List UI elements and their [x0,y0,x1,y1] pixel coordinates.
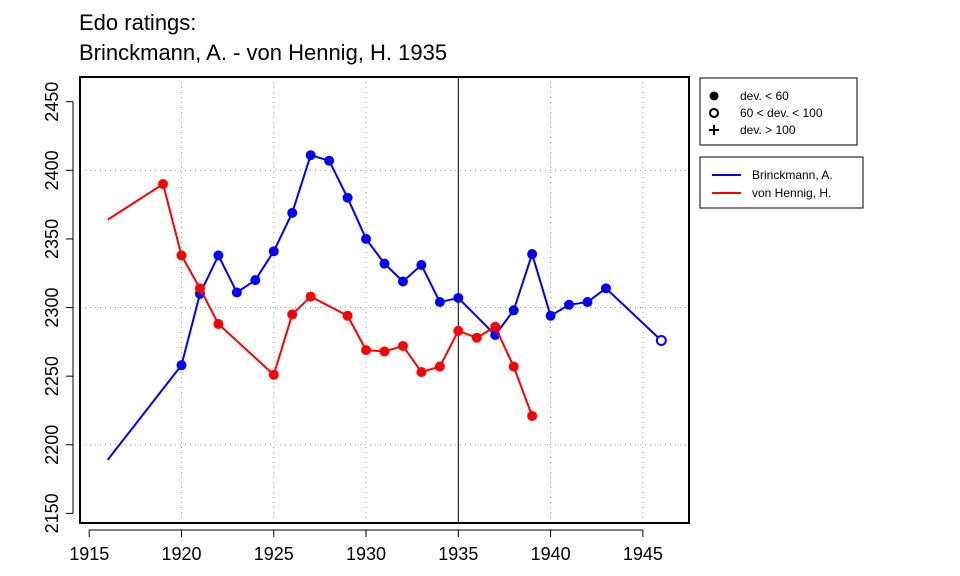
data-point [471,332,482,343]
y-tick-label: 2350 [42,219,62,259]
y-tick-label: 2200 [42,425,62,465]
data-point-open [655,334,667,346]
y-tick-label: 2400 [42,150,62,190]
deviation-legend-label: dev. < 60 [740,89,789,103]
data-point [287,207,298,218]
legend-series-label: von Hennig, H. [752,186,831,200]
series-2 [107,179,538,421]
x-tick-label: 1935 [438,544,478,564]
data-point [305,291,316,302]
data-point [287,309,298,320]
x-tick-label: 1945 [623,544,663,564]
data-point [250,275,261,286]
data-point [231,287,242,298]
deviation-legend-label: dev. > 100 [740,123,796,137]
series-legend-box [699,156,864,209]
data-point [490,321,501,332]
deviation-legend-box [699,77,858,146]
data-point [379,346,390,357]
data-point [564,299,575,310]
deviation-legend-label: 60 < dev. < 100 [740,106,823,120]
legend-open-circle-icon [709,108,719,118]
data-point [158,179,169,190]
data-point [305,150,316,161]
data-point [397,340,408,351]
data-point [453,325,464,336]
y-tick-label: 2450 [42,82,62,122]
deviation-legend: dev. < 60 60 < dev. < 100 dev. > 100 [699,77,858,146]
series-1 [106,150,667,461]
data-point [453,292,464,303]
data-point [508,305,519,316]
data-point [416,367,427,378]
data-point [342,192,353,203]
x-tick-label: 1930 [346,544,386,564]
data-point [508,361,519,372]
legend-series-label: Brinckmann, A. [752,168,833,182]
chart-title-line2: Brinckmann, A. - von Hennig, H. 1935 [79,40,448,65]
data-point [545,310,556,321]
axis-layer: 1915 1920 1925 1930 1935 1940 1945 2150 2200 2250… [42,82,663,564]
x-tick-label: 1940 [531,544,571,564]
grid-layer [80,77,689,523]
x-tick-label: 1925 [254,544,294,564]
data-point [213,250,224,261]
series-legend: Brinckmann, A. von Hennig, H. [699,156,864,209]
series-line [107,183,534,417]
data-point [582,297,593,308]
chart-title-line1: Edo ratings: [79,10,197,35]
data-point [361,233,372,244]
data-point [379,258,390,269]
y-tick-label: 2250 [42,356,62,396]
data-point [527,249,538,260]
data-point [397,276,408,287]
data-point [416,260,427,271]
data-point [361,345,372,356]
data-point [342,310,353,321]
x-tick-label: 1915 [69,544,109,564]
data-point [176,250,187,261]
y-tick-label: 2150 [42,493,62,533]
data-point [268,369,279,380]
data-point [176,360,187,371]
data-point [434,361,445,372]
y-tick-label: 2300 [42,288,62,328]
data-point [600,283,611,294]
legend-filled-circle-icon [709,91,719,101]
plot-frame [79,76,690,524]
data-point [527,410,538,421]
series-layer [106,150,667,461]
x-tick-label: 1920 [161,544,201,564]
data-point [268,246,279,257]
data-point [434,297,445,308]
data-point [194,283,205,294]
data-point [213,319,224,330]
data-point [324,155,335,166]
